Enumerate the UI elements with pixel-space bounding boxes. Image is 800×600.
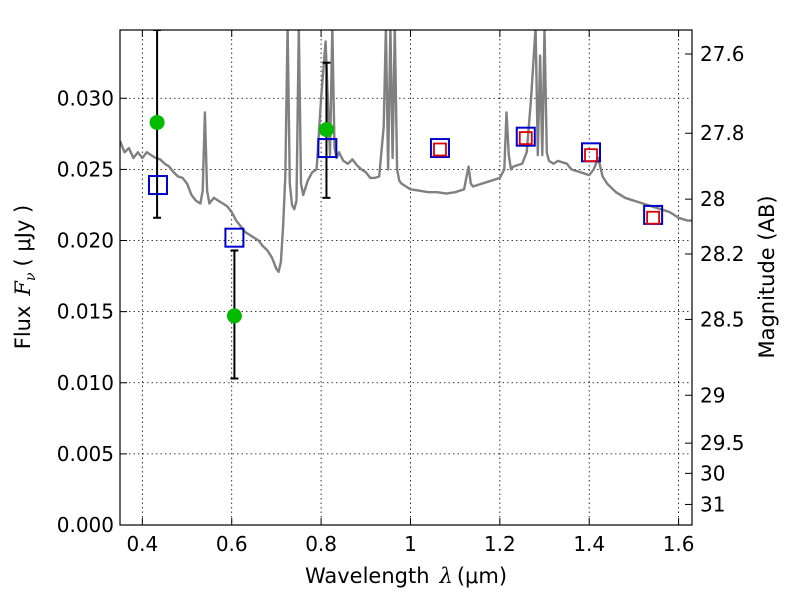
x-tick-label: 0.4 (126, 532, 158, 556)
y-tick-label: 0.000 (57, 513, 114, 537)
y2-tick-label: 27.6 (700, 42, 745, 66)
y2-tick-label: 28.5 (700, 307, 745, 331)
y2-tick-label: 30 (700, 461, 725, 485)
y-tick-label: 0.030 (57, 86, 114, 110)
y2-tick-label: 27.8 (700, 121, 745, 145)
x-tick-label: 0.6 (216, 532, 248, 556)
y2-tick-label: 31 (700, 492, 725, 516)
x-tick-label: 1.2 (484, 532, 516, 556)
observed-flux-point (226, 308, 242, 324)
observed-flux-point (149, 114, 165, 130)
x-tick-label: 1 (404, 532, 417, 556)
y2-tick-label: 28.2 (700, 242, 745, 266)
x-axis-label: Wavelength λ (μm) (305, 564, 507, 588)
synthetic-flux-square (584, 148, 598, 163)
y2-tick-label: 29.5 (700, 431, 745, 455)
y2-axis-label: Magnitude (AB) (755, 195, 779, 358)
plot-frame (119, 29, 693, 526)
x-tick-label: 1.6 (663, 532, 695, 556)
y-tick-label: 0.015 (57, 300, 114, 324)
observed-flux-point (318, 122, 334, 138)
y-tick-label: 0.025 (57, 157, 114, 181)
model-flux-square (147, 175, 168, 196)
grid (120, 30, 692, 526)
synthetic-flux-square (646, 210, 661, 225)
x-tick-label: 1.4 (573, 532, 605, 556)
y-tick-label: 0.020 (57, 229, 114, 253)
y-tick-label: 0.005 (57, 442, 114, 466)
y2-tick-label: 28 (700, 187, 725, 211)
y2-tick-label: 29 (700, 383, 725, 407)
model-flux-square (317, 138, 338, 159)
axis-ticks: 0.4 0.6 0.8 1 1.2 1.4 1.6 0.000 0.005 0.010 0.015 0… (57, 30, 745, 556)
model-flux-square (515, 126, 536, 147)
y-tick-label: 0.010 (57, 371, 114, 395)
synthetic-flux-square (518, 131, 533, 146)
x-tick-label: 0.8 (305, 532, 337, 556)
y-axis-label: FluxFν( μJy ) (11, 205, 39, 349)
model-flux-square (224, 227, 245, 248)
model-flux-square (429, 138, 450, 159)
plot-area (120, 30, 692, 380)
spectrum-line (120, 30, 692, 273)
synthetic-flux-square (433, 142, 447, 157)
